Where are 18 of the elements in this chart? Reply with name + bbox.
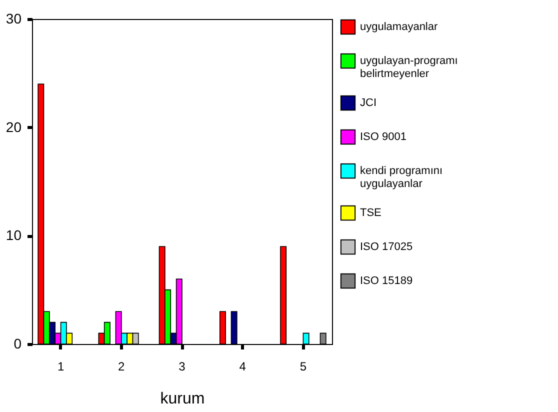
- legend-label: TSE: [360, 207, 382, 219]
- legend-label: JCI: [360, 97, 376, 109]
- legend-label: ISO 9001: [360, 131, 406, 143]
- y-tick-label: 10: [6, 227, 22, 244]
- y-tick-label: 0: [14, 336, 22, 352]
- x-tick-label: 3: [178, 360, 186, 374]
- x-tick-label: 2: [118, 360, 126, 374]
- x-tick-label: 1: [57, 360, 64, 374]
- legend-label: uygulayan-programı belirtmeyenler: [360, 55, 458, 80]
- x-tick-label: 4: [239, 360, 246, 374]
- x-axis-title: kurum: [160, 390, 205, 408]
- legend-label: ISO 15189: [360, 275, 413, 287]
- y-tick-label: 20: [6, 118, 22, 135]
- y-tick-label: 30: [6, 10, 22, 26]
- legend-label: ISO 17025: [360, 241, 413, 253]
- legend-label: uygulamayanlar: [360, 21, 438, 33]
- x-tick-label: 5: [300, 360, 307, 374]
- legend-label: kendi programını uygulayanlar: [360, 165, 443, 190]
